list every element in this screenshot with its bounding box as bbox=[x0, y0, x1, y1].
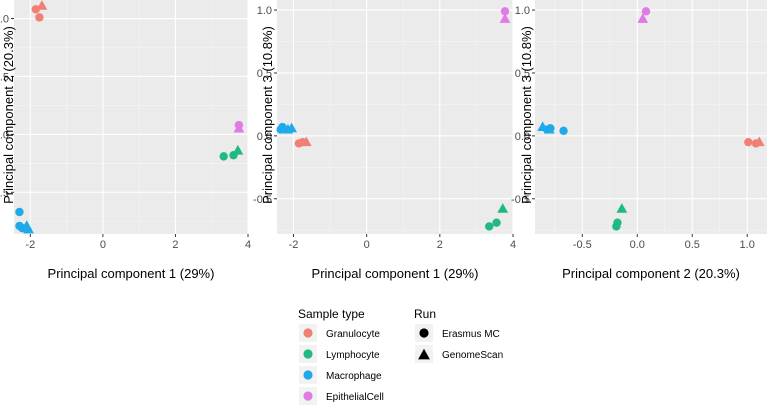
x-tick-label: 1.0 bbox=[740, 239, 755, 251]
x-axis-title: Principal component 2 (20.3%) bbox=[562, 266, 740, 281]
data-point-macrophage-triangle bbox=[537, 121, 549, 132]
legend-label-genomescan: GenomeScan bbox=[442, 350, 503, 361]
legend-label-epithelialcell: EpithelialCell bbox=[326, 392, 384, 403]
y-axis-title: Principal component 3 (10.8%) bbox=[260, 26, 275, 204]
data-point-macrophage-triangle bbox=[543, 123, 555, 134]
y-tick-label: 0.0 bbox=[257, 131, 272, 143]
y-tick-label: -0.5 bbox=[511, 194, 530, 206]
pca-panel-1: -2 0 2 4 -0.5 0.0 0.5 1.0 Principal component 1 … bbox=[0, 0, 251, 281]
pca-panel-2: -2 0 2 4 -0.5 0.0 0.5 1.0 Principal component 1 … bbox=[253, 0, 516, 281]
legend-key-granulocyte: Granulocyte bbox=[299, 324, 380, 342]
x-tick-label: 4 bbox=[245, 239, 251, 251]
legend-marker-macrophage bbox=[303, 370, 313, 380]
x-tick-label: 4 bbox=[510, 239, 516, 251]
y-tick-label: 1.0 bbox=[257, 5, 272, 17]
x-tick-label: 0 bbox=[364, 239, 370, 251]
x-tick-label: -2 bbox=[25, 239, 35, 251]
data-point-granulocyte-circle bbox=[35, 13, 44, 22]
y-tick-label: 0.0 bbox=[515, 131, 530, 143]
pca-panel-3: -0.5 0.0 0.5 1.0 -0.5 0.0 0.5 1.0 Principal comp… bbox=[511, 0, 767, 281]
data-point-epithelialcell-triangle bbox=[637, 13, 649, 23]
legend-marker-lymphocyte bbox=[303, 349, 313, 359]
legend-sample-type: Sample type Granulocyte Lymphocyte Macroph… bbox=[298, 307, 384, 405]
y-tick-label: 1.0 bbox=[515, 5, 530, 17]
panel-background bbox=[277, 0, 513, 234]
data-point-lymphocyte-circle bbox=[492, 218, 501, 227]
data-point-granulocyte-triangle bbox=[36, 0, 48, 10]
data-point-macrophage-circle bbox=[278, 122, 287, 132]
x-tick-label: -2 bbox=[289, 239, 299, 251]
panel-background bbox=[14, 0, 248, 234]
y-tick-label: 0.5 bbox=[257, 68, 272, 80]
y-tick-label: -0.5 bbox=[0, 187, 9, 199]
data-point-granulocyte-circle bbox=[31, 5, 40, 14]
data-point-macrophage-triangle bbox=[23, 223, 34, 234]
legend-key-macrophage: Macrophage bbox=[299, 366, 382, 384]
legend-key-erasmus-mc: Erasmus MC bbox=[415, 324, 500, 342]
legend-sample-type-title: Sample type bbox=[298, 307, 365, 321]
x-axis-title: Principal component 1 (29%) bbox=[312, 266, 479, 281]
data-point-epithelialcell-triangle bbox=[499, 13, 511, 23]
data-point-epithelialcell-circle bbox=[641, 7, 651, 16]
data-point-lymphocyte-triangle bbox=[232, 144, 244, 155]
y-tick-label: 0.0 bbox=[0, 129, 9, 141]
data-point-granulocyte-triangle bbox=[753, 136, 765, 147]
y-tick-label: 0.5 bbox=[515, 68, 530, 80]
legend-run: Run Erasmus MC GenomeScan bbox=[414, 307, 503, 363]
x-tick-label: 0.0 bbox=[630, 239, 645, 251]
data-point-epithelialcell-circle bbox=[500, 7, 510, 16]
legend-label-granulocyte: Granulocyte bbox=[326, 329, 380, 340]
y-tick-label: 0.5 bbox=[0, 71, 9, 83]
legend-key-lymphocyte: Lymphocyte bbox=[299, 345, 380, 363]
data-point-granulocyte-circle bbox=[744, 137, 753, 147]
x-tick-label: 0 bbox=[100, 239, 106, 251]
legend-key-genomescan: GenomeScan bbox=[415, 345, 503, 363]
data-point-macrophage-triangle bbox=[286, 122, 298, 133]
legend-key-epithelialcell: EpithelialCell bbox=[299, 387, 384, 405]
y-tick-label: -0.5 bbox=[253, 194, 272, 206]
data-point-lymphocyte-circle bbox=[613, 218, 622, 227]
legend-marker-genomescan bbox=[418, 348, 430, 360]
data-point-lymphocyte-triangle bbox=[497, 203, 509, 213]
data-point-epithelialcell-triangle bbox=[233, 122, 245, 133]
legend-label-erasmus-mc: Erasmus MC bbox=[442, 329, 500, 340]
legend-label-lymphocyte: Lymphocyte bbox=[326, 350, 380, 361]
y-axis-title: Principal component 3 (10.8%) bbox=[519, 26, 534, 204]
legend-run-title: Run bbox=[414, 307, 436, 321]
y-tick-label: 1.0 bbox=[0, 14, 9, 26]
legend-marker-erasmus-mc bbox=[419, 328, 429, 338]
x-tick-label: 2 bbox=[172, 239, 178, 251]
legend-marker-granulocyte bbox=[303, 328, 313, 338]
data-point-lymphocyte-triangle bbox=[616, 203, 628, 213]
data-point-macrophage-circle bbox=[15, 207, 24, 217]
y-axis-title: Principal component 2 (20.3%) bbox=[1, 26, 16, 204]
data-point-lymphocyte-circle bbox=[219, 152, 228, 161]
panel-background bbox=[535, 0, 767, 234]
data-point-macrophage-circle bbox=[559, 126, 568, 136]
x-tick-label: -0.5 bbox=[573, 239, 592, 251]
legend-label-macrophage: Macrophage bbox=[326, 371, 382, 382]
x-tick-label: 0.5 bbox=[685, 239, 700, 251]
x-tick-label: 2 bbox=[437, 239, 443, 251]
data-point-granulocyte-triangle bbox=[300, 136, 312, 147]
x-axis-title: Principal component 1 (29%) bbox=[48, 266, 215, 281]
legend-marker-epithelialcell bbox=[303, 391, 313, 401]
data-point-lymphocyte-circle bbox=[485, 222, 494, 231]
